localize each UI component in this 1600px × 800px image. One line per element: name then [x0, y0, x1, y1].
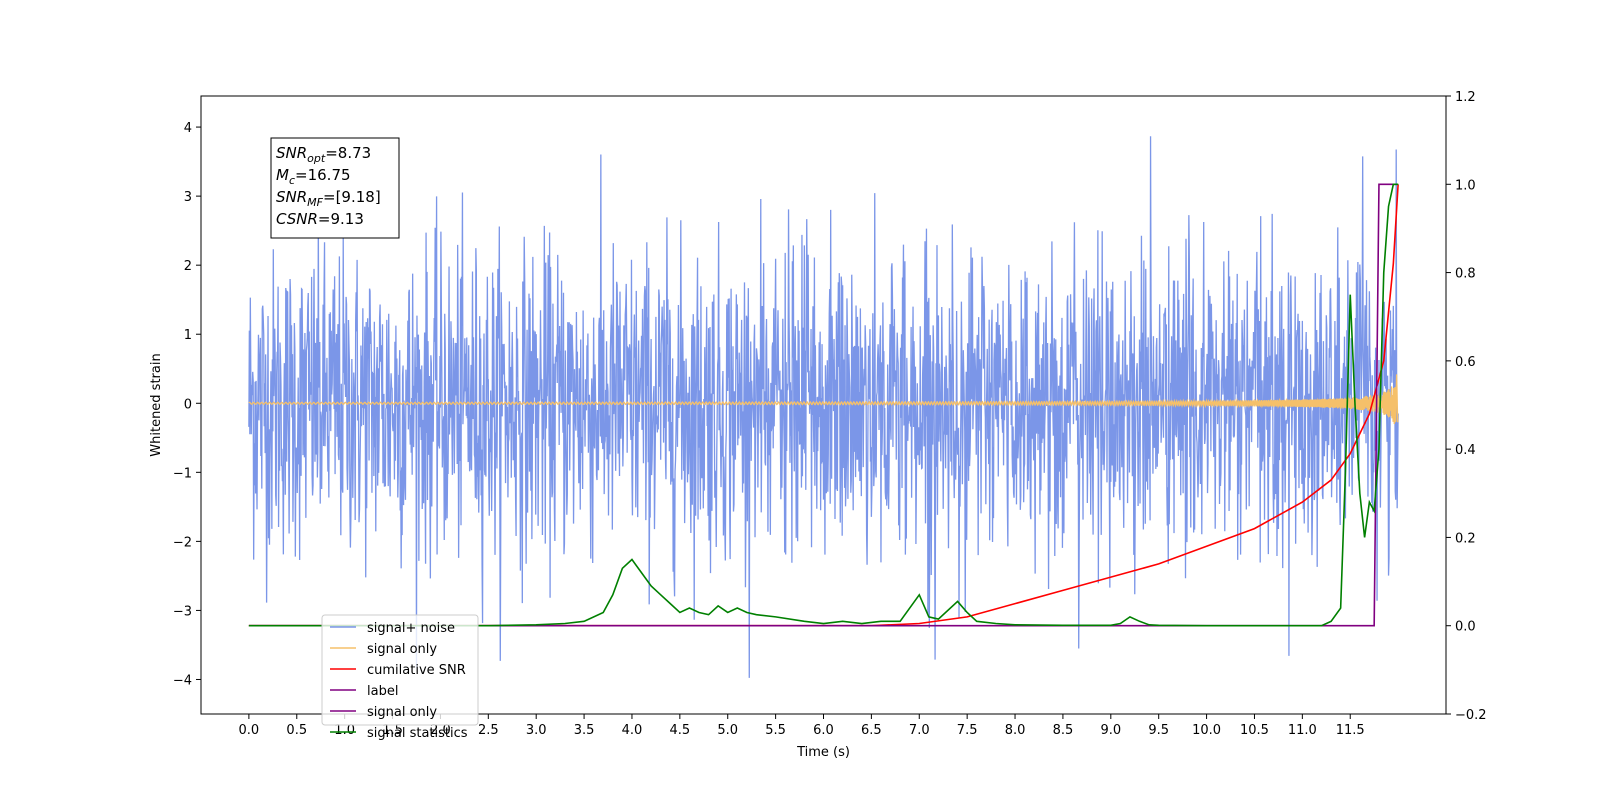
x-tick-label: 3.0 — [526, 723, 547, 738]
y-tick-label-right: 0.6 — [1455, 355, 1476, 370]
x-tick-label: 9.5 — [1148, 723, 1169, 738]
y-tick-label-right: 0.8 — [1455, 267, 1476, 282]
x-tick-label: 4.0 — [622, 723, 643, 738]
legend-entry: signal only — [367, 642, 437, 657]
info-line: CSNR=9.13 — [276, 210, 364, 228]
info-line: Mc=16.75 — [276, 166, 351, 187]
x-tick-label: 1.0 — [334, 723, 355, 738]
legend-entry: cumilative SNR — [367, 663, 466, 678]
series-signal-noise-line — [248, 136, 1399, 678]
x-tick-label: 0.0 — [239, 723, 260, 738]
x-tick-label: 2.0 — [430, 723, 451, 738]
info-line: SNRMF=[9.18] — [276, 188, 381, 209]
x-tick-label: 6.5 — [861, 723, 882, 738]
x-tick-label: 8.5 — [1053, 723, 1074, 738]
x-tick-label: 3.5 — [574, 723, 595, 738]
x-tick-label: 10.5 — [1240, 723, 1269, 738]
legend-entry: label — [367, 684, 398, 699]
legend: signal+ noise signal only cumilative SNR la… — [321, 614, 479, 741]
series-signal-only-line — [248, 374, 1399, 424]
y-tick-label-right: 1.2 — [1455, 90, 1476, 105]
x-tick-label: 10.0 — [1192, 723, 1221, 738]
info-line: SNRopt=8.73 — [276, 144, 371, 165]
x-tick-label: 7.0 — [909, 723, 930, 738]
legend-frame — [321, 614, 479, 726]
y-tick-label-right: 0.4 — [1455, 443, 1476, 458]
series-cumilative-snr-line — [248, 184, 1399, 627]
info-box-frame — [270, 137, 400, 239]
x-tick-label: 9.0 — [1100, 723, 1121, 738]
y-tick-label-right: −0.2 — [1455, 708, 1487, 723]
x-tick-label: 2.5 — [478, 723, 499, 738]
y-tick-label-left: −3 — [173, 604, 192, 619]
legend-entry: signal statistics — [367, 726, 468, 741]
x-tick-label: 8.0 — [1005, 723, 1026, 738]
y-axis-left: −4 −3 −2 −1 0 1 2 3 4 — [173, 121, 201, 688]
legend-entry: signal only — [367, 705, 437, 720]
x-tick-label: 4.5 — [670, 723, 691, 738]
series-layer — [248, 136, 1399, 678]
x-tick-label: 5.5 — [765, 723, 786, 738]
x-tick-label: 11.5 — [1336, 723, 1365, 738]
x-tick-label: 7.5 — [957, 723, 978, 738]
y-tick-label-left: −2 — [173, 535, 192, 550]
series-signal-statistics-line — [248, 183, 1399, 627]
y-tick-label-left: −4 — [173, 673, 192, 688]
x-axis: 0.0 0.5 1.0 1.5 2.0 2.5 3.0 3.5 4.0 4.5 5.0 5.5 6.0 6… — [239, 714, 1365, 738]
legend-entry: signal+ noise — [367, 621, 455, 636]
y-tick-label-left: 1 — [184, 328, 192, 343]
x-tick-label: 1.5 — [382, 723, 403, 738]
y-tick-label-right: 0.0 — [1455, 620, 1476, 635]
y-axis-right: −0.2 0.0 0.2 0.4 0.6 0.8 1.0 1.2 — [1446, 90, 1487, 723]
x-tick-label: 11.0 — [1288, 723, 1317, 738]
y-axis-label: Whitened strain — [149, 353, 164, 456]
x-tick-label: 0.5 — [286, 723, 307, 738]
y-tick-label-right: 1.0 — [1455, 178, 1476, 193]
y-tick-label-left: −1 — [173, 466, 192, 481]
x-axis-label: Time (s) — [796, 745, 850, 760]
x-tick-label: 5.0 — [717, 723, 738, 738]
x-tick-label: 6.0 — [813, 723, 834, 738]
y-tick-label-left: 3 — [184, 190, 192, 205]
y-tick-label-left: 4 — [184, 121, 192, 136]
y-tick-label-left: 0 — [184, 397, 192, 412]
y-tick-label-right: 0.2 — [1455, 531, 1476, 546]
y-tick-label-left: 2 — [184, 259, 192, 274]
